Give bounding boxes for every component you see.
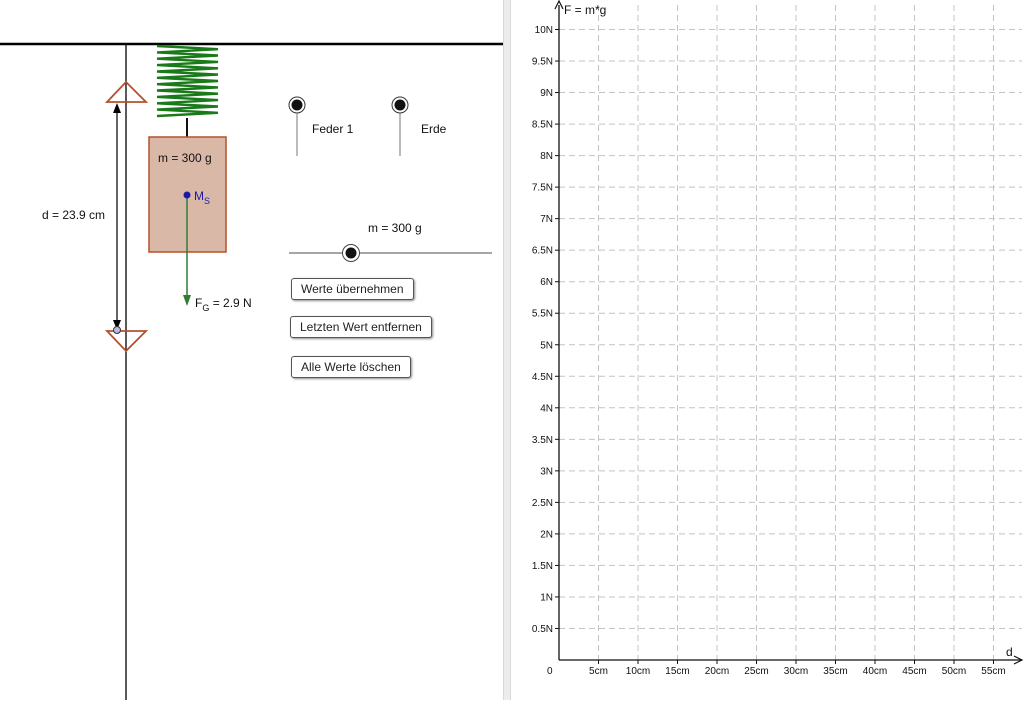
x-tick-label: 45cm <box>902 666 926 677</box>
x-tick-label: 40cm <box>863 666 887 677</box>
apply-values-button[interactable]: Werte übernehmen <box>291 278 414 300</box>
distance-label: d = 23.9 cm <box>42 208 105 222</box>
y-tick-label: 6N <box>540 277 553 288</box>
y-tick-label: 9N <box>540 88 553 99</box>
x-tick-label: 20cm <box>705 666 729 677</box>
top-marker-triangle[interactable] <box>104 80 149 103</box>
clear-all-values-button[interactable]: Alle Werte löschen <box>291 356 411 378</box>
y-tick-label: 5N <box>540 340 553 351</box>
bottom-marker-triangle[interactable] <box>104 330 149 353</box>
panel-divider[interactable] <box>503 0 511 700</box>
option-planet-knob-dot <box>394 99 406 111</box>
x-tick-label: 50cm <box>942 666 966 677</box>
y-tick-label: 5.5N <box>532 309 553 320</box>
mass-label: m = 300 g <box>158 151 212 165</box>
distance-arrow-head-top <box>113 103 121 113</box>
x-tick-label: 30cm <box>784 666 808 677</box>
spring-zigzag <box>156 44 219 118</box>
mass-slider-knob-dot <box>345 247 357 259</box>
force-arrow-head <box>183 295 191 306</box>
y-tick-label: 10N <box>535 25 553 36</box>
x-tick-labels: 5cm 10cm 15cm 20cm 25cm 30cm 35cm 40cm 45cm 50cm 5… <box>589 666 1006 677</box>
distance-handle-point[interactable] <box>113 326 121 334</box>
simulation-canvas: m = 300 g MS FG = 2.9 N d = 23.9 cm Fede… <box>0 42 503 700</box>
y-tick-label: 4.5N <box>532 372 553 383</box>
y-tick-label: 2.5N <box>532 498 553 509</box>
y-tick-label: 7.5N <box>532 183 553 194</box>
center-of-mass-label: MS <box>194 189 210 206</box>
x-tick-label: 25cm <box>744 666 768 677</box>
y-tick-label: 1N <box>540 592 553 603</box>
y-tick-label: 2N <box>540 529 553 540</box>
distance-arrow-head-bottom <box>113 320 121 330</box>
remove-last-value-button[interactable]: Letzten Wert entfernen <box>290 316 432 338</box>
x-tick-label: 5cm <box>589 666 608 677</box>
origin-label: 0 <box>547 666 553 677</box>
graph-grid <box>555 5 1022 664</box>
x-tick-label: 55cm <box>981 666 1005 677</box>
y-tick-label: 3.5N <box>532 435 553 446</box>
mass-slider-label: m = 300 g <box>368 221 422 235</box>
x-tick-label: 10cm <box>626 666 650 677</box>
y-tick-label: 8N <box>540 151 553 162</box>
y-tick-label: 3N <box>540 466 553 477</box>
graph-panel: 0.5N 1N 1.5N 2N 2.5N 3N 3.5N 4N 4.5N 5N 5.5N 6N 6.5N… <box>511 0 1024 700</box>
y-axis-label: F = m*g <box>564 3 606 17</box>
option-spring-knob-dot <box>291 99 303 111</box>
y-tick-labels: 0.5N 1N 1.5N 2N 2.5N 3N 3.5N 4N 4.5N 5N 5.5N 6N 6.5N… <box>532 25 553 635</box>
graph-canvas[interactable]: 0.5N 1N 1.5N 2N 2.5N 3N 3.5N 4N 4.5N 5N 5.5N 6N 6.5N… <box>511 0 1024 700</box>
y-tick-label: 4N <box>540 403 553 414</box>
y-tick-label: 0.5N <box>532 624 553 635</box>
weight-force-label: FG = 2.9 N <box>195 296 252 313</box>
y-tick-label: 8.5N <box>532 120 553 131</box>
spring-coil <box>156 44 219 118</box>
option-planet-label: Erde <box>421 122 447 136</box>
y-axis-arrow-icon <box>554 0 564 10</box>
center-of-mass-point[interactable] <box>183 191 191 199</box>
x-tick-label: 35cm <box>823 666 847 677</box>
x-axis-arrow-icon <box>1013 655 1024 665</box>
y-tick-label: 1.5N <box>532 561 553 572</box>
y-tick-label: 9.5N <box>532 57 553 68</box>
x-axis-label: d <box>1006 645 1013 659</box>
y-tick-label: 6.5N <box>532 246 553 257</box>
y-tick-label: 7N <box>540 214 553 225</box>
x-tick-label: 15cm <box>665 666 689 677</box>
simulation-panel: m = 300 g MS FG = 2.9 N d = 23.9 cm Fede… <box>0 0 503 700</box>
option-spring-label: Feder 1 <box>312 122 354 136</box>
